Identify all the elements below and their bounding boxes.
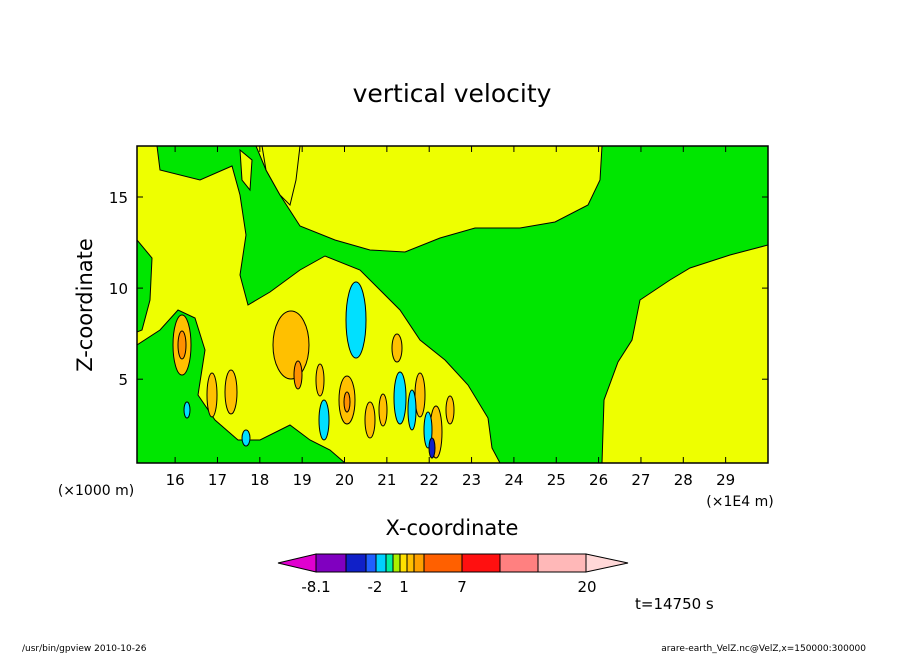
colorbar-label: 7	[457, 578, 467, 596]
x-tick-label: 25	[547, 471, 566, 489]
contour-cell-22	[428, 437, 436, 459]
x-tick-label: 19	[293, 471, 312, 489]
colorbar-segment-2	[345, 553, 367, 573]
x-tick-label: 16	[166, 471, 185, 489]
contour-cell-20	[183, 401, 191, 419]
colorbar-segment-0	[277, 553, 317, 573]
x-axis: 16 17 18 19 20 21 22 23 24 25 26 27 28 29	[166, 146, 735, 489]
time-label: t=14750 s	[635, 595, 714, 613]
contour-cell-14	[315, 363, 325, 397]
colorbar-segment-3	[365, 553, 377, 573]
contour-cell-15	[345, 281, 367, 359]
y-tick-label: 5	[118, 371, 128, 389]
colorbar	[277, 553, 629, 573]
x-tick-label: 27	[631, 471, 650, 489]
x-tick-label: 20	[335, 471, 354, 489]
colorbar-segment-8	[406, 553, 415, 573]
contour-cell-4	[224, 369, 238, 415]
colorbar-label: -8.1	[301, 578, 330, 596]
colorbar-segment-7	[399, 553, 408, 573]
colorbar-segment-1	[315, 553, 347, 573]
colorbar-label: 1	[399, 578, 409, 596]
contour-cell-19	[241, 429, 251, 447]
x-tick-label: 23	[462, 471, 481, 489]
footer-right: arare-earth_VelZ.nc@VelZ,x=150000:300000	[661, 644, 866, 654]
contour-cell-17	[407, 389, 417, 431]
x-tick-label: 28	[674, 471, 693, 489]
y-axis-label: Z-coordinate	[73, 238, 97, 372]
x-unit-label: (×1E4 m)	[706, 494, 773, 510]
colorbar-segment-14	[585, 553, 629, 573]
contour-cell-7	[364, 401, 376, 439]
contour-cell-1	[177, 330, 187, 360]
colorbar-segment-13	[537, 553, 587, 573]
x-tick-label: 21	[377, 471, 396, 489]
colorbar-segment-6	[392, 553, 401, 573]
x-tick-label: 22	[420, 471, 439, 489]
y-tick-label: 10	[109, 280, 128, 298]
contour-cell-8	[378, 393, 388, 427]
colorbar-segment-9	[413, 553, 425, 573]
contour-cell-18	[318, 399, 330, 441]
y-tick-label: 15	[109, 189, 128, 207]
colorbar-segment-5	[385, 553, 394, 573]
contour-cell-12	[445, 395, 455, 425]
contour-cell-3	[293, 360, 303, 390]
x-tick-label: 17	[208, 471, 227, 489]
y-axis: 5 10 15	[109, 189, 768, 389]
contour-cell-2	[272, 310, 310, 380]
colorbar-segment-11	[461, 553, 501, 573]
x-tick-label: 24	[504, 471, 523, 489]
x-axis-label: X-coordinate	[386, 516, 519, 540]
colorbar-segment-12	[499, 553, 539, 573]
colorbar-segment-4	[375, 553, 387, 573]
colorbar-label: 20	[577, 578, 596, 596]
contour-cell-16	[393, 371, 407, 425]
plot-frame	[136, 145, 769, 464]
y-unit-label: (×1000 m)	[58, 483, 134, 499]
field-green-main	[137, 146, 768, 463]
x-tick-label: 18	[250, 471, 269, 489]
field-green-left	[137, 239, 153, 333]
contour-cell-13	[206, 372, 218, 418]
colorbar-segment-10	[423, 553, 463, 573]
colorbar-labels: -8.1 -2 1 7 20	[301, 578, 596, 596]
x-tick-label: 29	[716, 471, 735, 489]
contour-cell-6	[343, 391, 351, 413]
x-tick-label: 26	[589, 471, 608, 489]
colorbar-label: -2	[368, 578, 383, 596]
contour-cell-9	[391, 333, 403, 363]
contour-fields	[137, 146, 768, 463]
chart-title: vertical velocity	[353, 79, 552, 108]
contour-cell-10	[414, 372, 426, 418]
field-yellow-notch	[261, 146, 301, 206]
field-yellow-spot	[239, 148, 253, 192]
footer-left: /usr/bin/gpview 2010-10-26	[22, 644, 147, 654]
